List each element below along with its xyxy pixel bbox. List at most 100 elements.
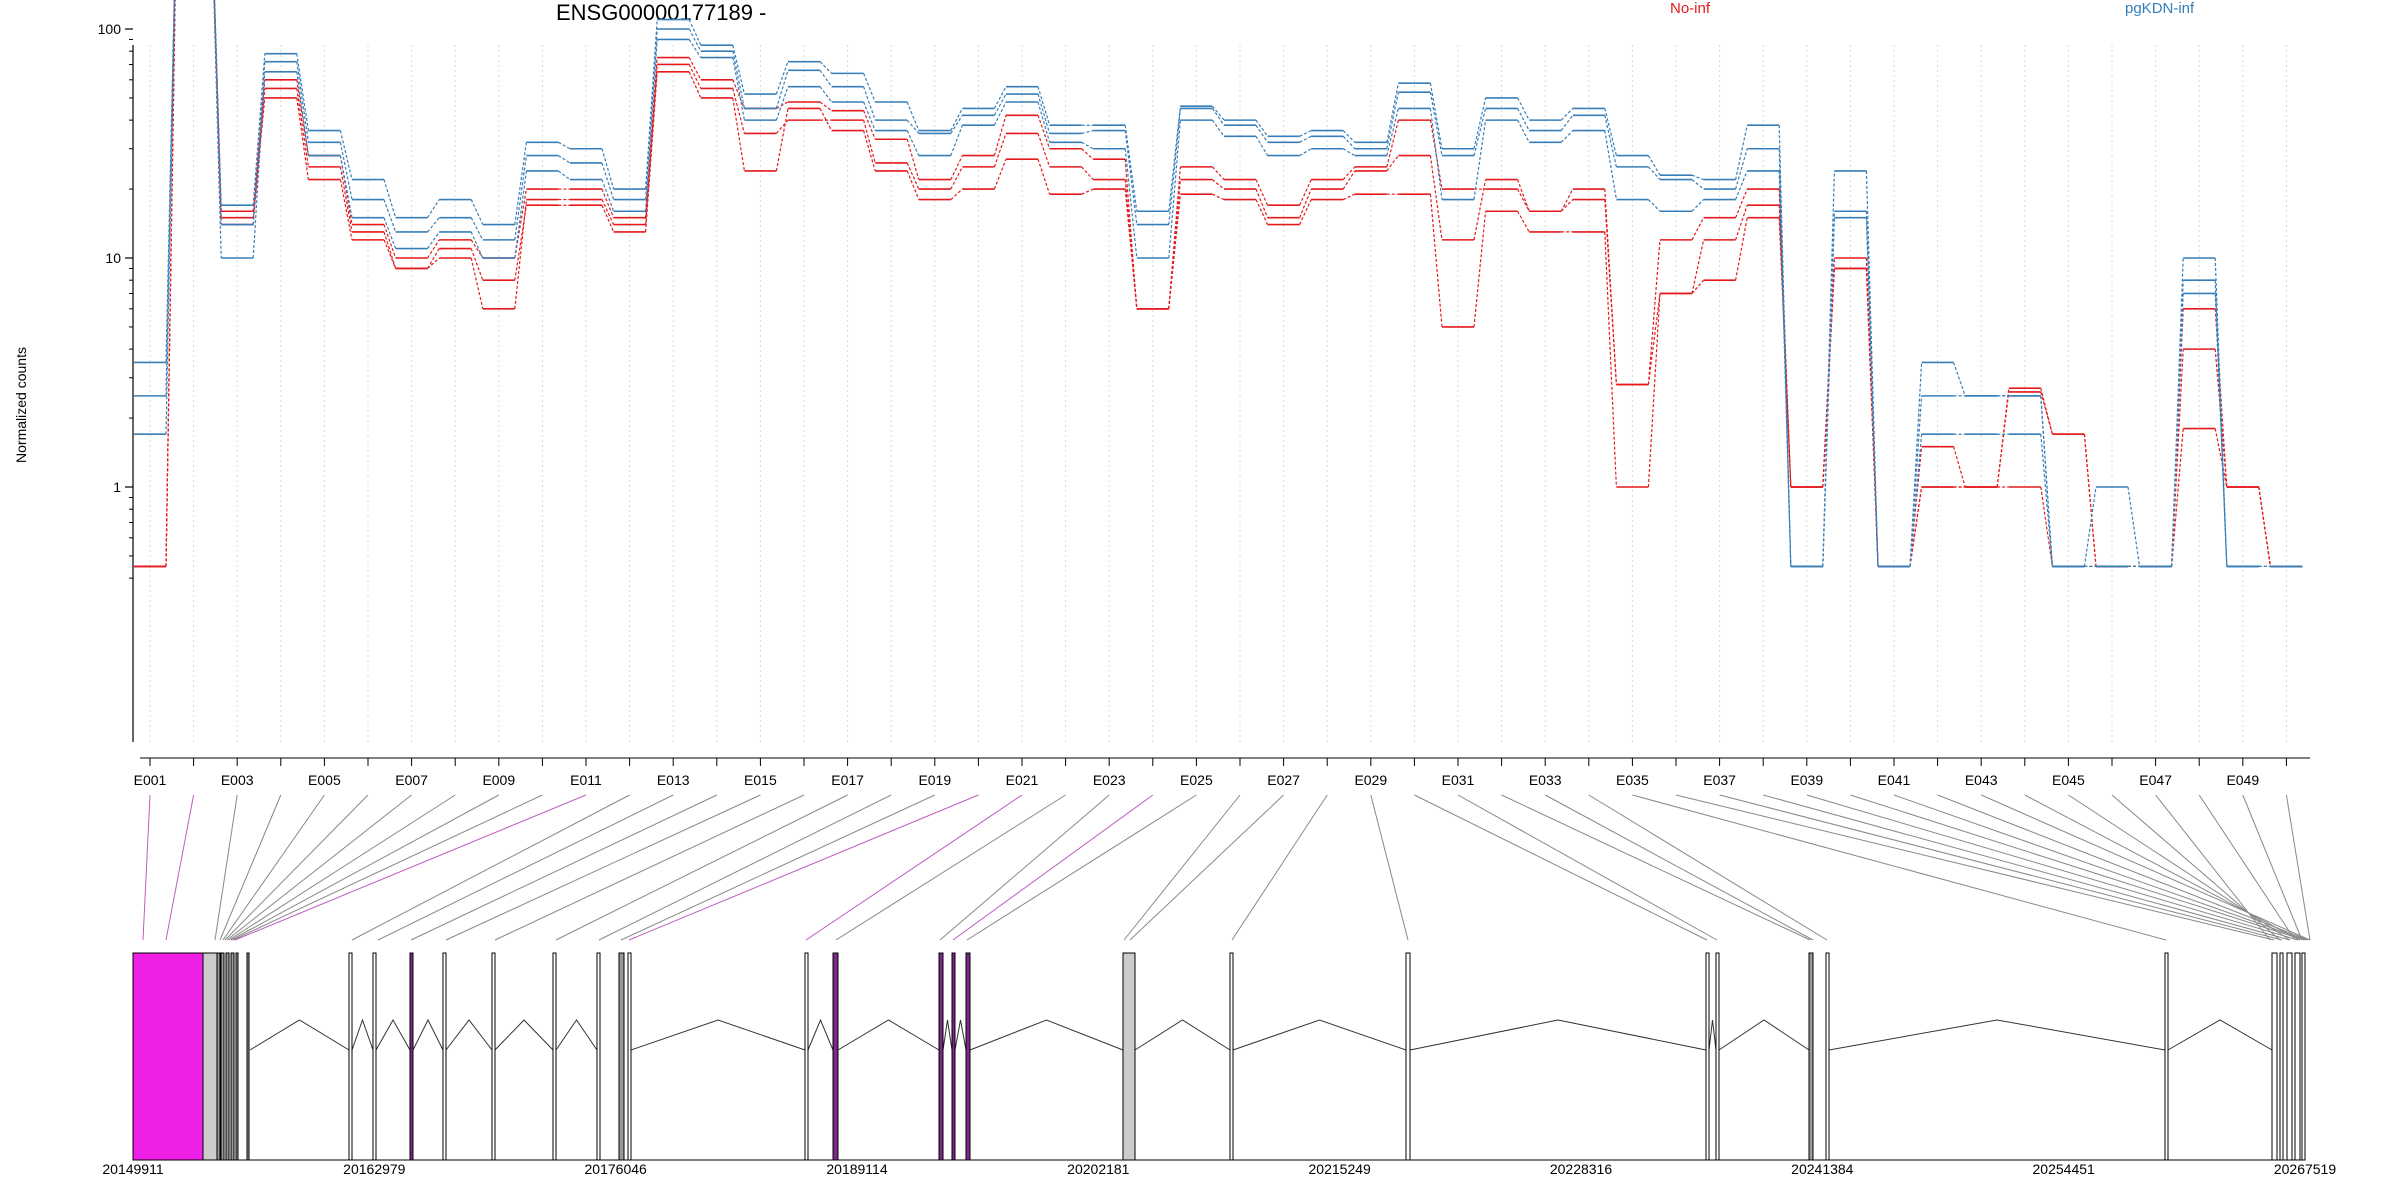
data-connector [2171,308,2184,567]
exon-block [1715,952,1720,1161]
exon-connector [2198,794,2296,941]
data-connector [1037,93,1051,134]
data-connector [1429,155,1443,240]
x-tick-label: E041 [1878,772,1911,788]
exon-block [2271,952,2278,1161]
data-connector [2214,349,2228,488]
exon-connector [2024,794,2301,941]
data-connector [427,257,440,269]
data-connector [688,39,702,58]
data-connector [732,51,745,109]
exon-connector [1763,794,2291,941]
data-connector [1342,135,1356,150]
data-connector [1124,189,1138,309]
data-connector [1604,199,1617,385]
data-connector [1124,125,1138,212]
data-connector [1429,83,1443,149]
data-connector [2040,391,2053,435]
exon-connector [939,794,1110,941]
data-connector [296,53,309,131]
exon-block [552,952,557,1161]
y-axis-label: Normalized counts [13,347,29,463]
data-connector [1081,188,1094,195]
exon-block [2294,952,2301,1161]
data-connector [601,204,615,233]
exon-block [1229,952,1234,1161]
data-connector [906,119,920,134]
exon-connector [1850,794,2305,941]
exon-connector [2155,794,2271,941]
data-connector [775,108,789,172]
x-tick-label: E011 [570,772,602,788]
data-connector [1517,97,1530,121]
data-connector [1124,179,1138,309]
data-connector [2040,388,2053,435]
intron-line [555,1019,598,1051]
data-connector [1953,362,1966,397]
exon-connector [224,794,369,941]
data-connector [775,70,789,109]
exon-connector [165,794,195,941]
exon-connector [2242,794,2303,941]
data-connector [1560,188,1574,212]
data-connector [819,108,833,131]
exon-connector [226,794,412,941]
data-connector [863,101,876,131]
data-connector [863,110,876,140]
data-connector [470,217,484,241]
data-connector [1647,155,1661,176]
exon-block [348,952,353,1161]
data-connector [1429,108,1443,200]
data-connector [1517,210,1530,233]
data-connector [427,239,440,259]
exon-connector [1719,794,2283,941]
data-connector [427,217,440,233]
x-tick-label: E031 [1442,772,1475,788]
exon-connector [228,794,456,941]
x-tick-label: E023 [1093,772,1126,788]
data-connector [819,61,833,74]
data-connector [1560,130,1574,143]
data-connector [1255,179,1269,206]
data-connector [1037,133,1051,168]
data-connector [2171,293,2184,567]
data-connector [732,97,745,172]
intron-line [969,1019,1124,1051]
x-tick-label: E009 [482,772,515,788]
data-connector [950,108,963,131]
data-connector [1604,130,1617,200]
exon-block [216,952,221,1161]
x-tick-label: E013 [657,772,690,788]
data-connector [339,130,353,180]
data-connector [1473,120,1487,200]
data-connector [1168,194,1181,309]
exon-connector [222,794,325,941]
data-connector [165,0,176,567]
x-tick-label: E017 [831,772,864,788]
data-connector [775,86,789,121]
exon-connector [142,794,151,941]
genome-tick-label: 20189114 [826,1161,887,1177]
data-connector [819,101,832,112]
data-connector [601,162,615,200]
intron-line [630,1019,806,1051]
data-connector [1953,446,1966,488]
data-connector [1691,179,1704,190]
exon-block [230,952,235,1161]
intron-line [2167,1019,2273,1051]
data-connector [1124,130,1138,225]
data-connector [1386,119,1399,168]
x-tick-label: E003 [221,772,254,788]
y-tick-label: 100 [98,21,122,37]
exon-block [1825,952,1830,1161]
data-connector [1081,130,1094,134]
data-connector [993,133,1007,168]
data-connector [339,166,353,233]
data-connector [1342,193,1356,201]
data-connector [1996,388,2010,488]
data-connector [601,179,615,212]
data-connector [383,217,397,249]
exon-block [225,952,230,1161]
exon-connector [1632,794,2167,941]
data-connector [1342,148,1356,157]
